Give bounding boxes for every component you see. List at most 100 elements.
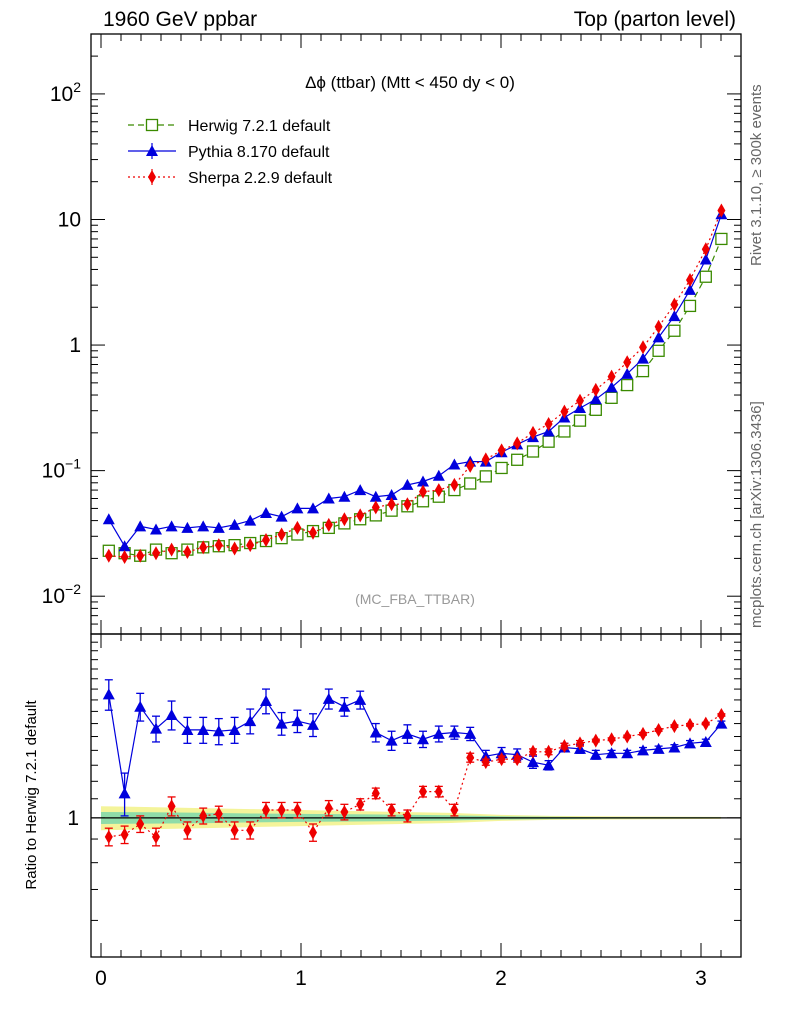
pythia-ratio-point [354, 693, 367, 705]
sherpa-ratio-point [639, 726, 647, 741]
pythia-point [369, 490, 382, 502]
sherpa-point [529, 425, 537, 440]
herwig-line [108, 238, 722, 557]
pythia-point [275, 510, 288, 522]
herwig-point [464, 477, 477, 490]
pythia-ratio-point [165, 708, 178, 720]
herwig-point [573, 414, 587, 427]
sherpa-ratio-point [560, 739, 569, 754]
sherpa-point [356, 508, 365, 523]
pythia-point [354, 484, 367, 496]
pythia-point [197, 520, 210, 532]
pythia-ratio-point [134, 700, 147, 712]
pythia-ratio-point [197, 723, 210, 735]
sherpa-point [670, 297, 679, 312]
pythia-point [605, 381, 618, 393]
sherpa-ratio-point [419, 784, 427, 799]
sherpa-point [246, 538, 255, 553]
sherpa-point [686, 272, 694, 287]
ratio-y-tick-label: 1 [67, 807, 79, 830]
sherpa-ratio-point [246, 823, 255, 838]
sherpa-ratio-point [104, 829, 113, 844]
sherpa-ratio-point [654, 722, 663, 737]
herwig-point [636, 364, 650, 378]
sherpa-point [277, 527, 286, 542]
sherpa-point [104, 548, 113, 563]
pythia-point [432, 469, 445, 481]
x-tick-label: 2 [495, 967, 507, 990]
pythia-ratio-point [527, 756, 539, 768]
watermark: (MC_FBA_TTBAR) [355, 591, 475, 607]
sherpa-ratio-point [214, 806, 223, 821]
sherpa-ratio-point [293, 803, 302, 818]
pythia-ratio-point [432, 727, 445, 739]
sherpa-ratio-point [403, 808, 412, 823]
pythia-point [448, 458, 461, 470]
sherpa-point [199, 540, 208, 555]
sherpa-ratio-point [136, 817, 145, 832]
pythia-ratio-point [684, 737, 696, 749]
sherpa-ratio-point [591, 733, 600, 748]
sherpa-point [466, 458, 475, 473]
sherpa-point [183, 544, 192, 559]
sherpa-point [623, 355, 632, 370]
pythia-ratio-point [464, 727, 477, 739]
legend-marker [148, 170, 156, 184]
pythia-point [385, 488, 398, 500]
sherpa-ratio-point [434, 784, 443, 799]
pythia-point [307, 502, 319, 514]
pythia-ratio-point [322, 692, 335, 704]
pythia-point [637, 352, 649, 364]
herwig-point [526, 445, 540, 458]
header-left: 1960 GeV ppbar [103, 8, 258, 31]
pythia-ratio-point [448, 726, 461, 738]
herwig-point [668, 324, 681, 337]
pythia-point [338, 490, 351, 502]
pythia-point [118, 540, 131, 552]
sherpa-ratio-point [670, 719, 679, 734]
herwig-point [715, 232, 728, 246]
pythia-ratio-point [621, 747, 634, 759]
sherpa-ratio-point [623, 729, 632, 744]
pythia-point [150, 523, 162, 535]
pythia-ratio-point [699, 735, 712, 747]
sherpa-point [576, 393, 584, 408]
pythia-point [417, 475, 429, 487]
pythia-ratio-point [275, 717, 288, 729]
sherpa-point [419, 484, 427, 499]
pythia-point [684, 283, 696, 295]
sherpa-point [371, 500, 380, 515]
pythia-point [291, 502, 304, 514]
sherpa-ratio-line [108, 714, 722, 838]
herwig-point [699, 270, 712, 283]
pythia-point [652, 331, 665, 343]
main-y-tick-label: 10−1 [42, 456, 82, 483]
pythia-point [260, 506, 272, 518]
sherpa-ratio-point [152, 829, 160, 844]
sherpa-line [108, 210, 722, 558]
sherpa-ratio-point [262, 803, 270, 818]
pythia-ratio-point [102, 688, 115, 700]
pythia-point [699, 253, 712, 265]
sherpa-point [450, 477, 459, 492]
legend-marker [146, 145, 158, 156]
pythia-point [228, 518, 241, 530]
header-right: Top (parton level) [573, 8, 736, 31]
sherpa-point [639, 340, 647, 355]
pythia-ratio-point [369, 726, 382, 738]
herwig-point [683, 299, 697, 313]
ratio-y-label: Ratio to Herwig 7.2.1 default [23, 700, 40, 890]
sherpa-point [403, 497, 412, 512]
pythia-ratio-point [385, 734, 398, 746]
pythia-ratio-line [108, 694, 722, 794]
herwig-point [652, 344, 665, 357]
sherpa-point [513, 436, 522, 451]
herwig-point [542, 435, 555, 448]
sherpa-ratio-point [607, 732, 616, 747]
sherpa-ratio-point [199, 808, 208, 823]
pythia-point [589, 393, 602, 405]
sherpa-point [481, 452, 490, 467]
pythia-point [212, 521, 225, 533]
pythia-ratio-point [589, 748, 602, 760]
sherpa-point [497, 443, 506, 458]
